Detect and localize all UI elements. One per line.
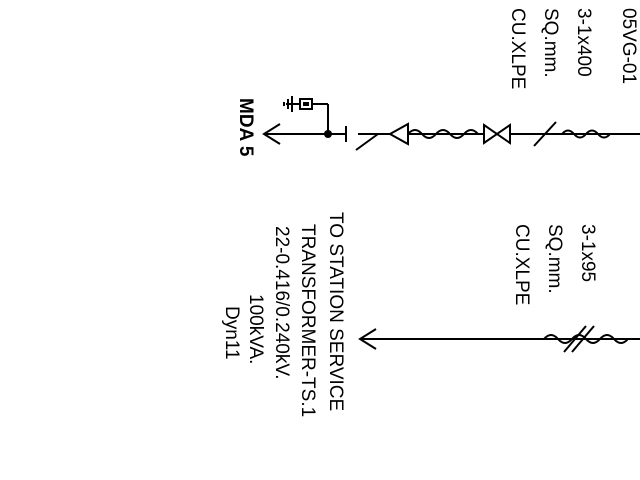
destination-line-5: Dyn11 <box>221 306 242 360</box>
destination-line-1: TO STATION SERVICE <box>325 212 346 411</box>
feeder-top-cable-line-2: SQ.mm. <box>540 8 561 78</box>
feeder-top: 05VG-01 3-1x400 SQ.mm. CU.XLPE <box>235 8 640 157</box>
cable-coil-icon-bottom <box>543 334 629 344</box>
feeder-bottom: 3-1x95 SQ.mm. CU.XLPE TO STATION SERVICE… <box>221 212 640 417</box>
cable-termination-icon <box>387 122 409 146</box>
cable-coil-icon <box>561 129 611 139</box>
disconnect-switch-icon <box>483 123 511 145</box>
destination-line-2: TRANSFORMER-TS.1 <box>297 224 318 417</box>
feeder-bottom-cable-line-2: SQ.mm. <box>544 224 565 294</box>
feeder-top-cutoff-label: 05VG-01 <box>618 8 639 84</box>
feeder-bottom-cable-line-1: 3-1x95 <box>577 224 598 282</box>
feeder-top-cable-line-1: 3-1x400 <box>573 8 594 77</box>
feeder-top-cable-line-3: CU.XLPE <box>507 8 528 89</box>
cable-slash-icon-bottom-2 <box>571 325 595 353</box>
destination-line-3: 22-0.416/0.240kV. <box>271 226 292 380</box>
feeder-bottom-cable-line-3: CU.XLPE <box>511 224 532 305</box>
cable-slash-icon-bottom <box>563 325 587 353</box>
breaker-contact-icon <box>355 133 379 151</box>
arrow-head-icon <box>262 123 281 145</box>
outgoing-label: MDA 5 <box>235 98 256 157</box>
cable-slash-icon <box>533 121 557 147</box>
destination-line-4: 100kVA. <box>245 294 266 364</box>
cable-coil-icon-2 <box>407 129 479 139</box>
arrow-head-icon-bottom <box>358 328 377 350</box>
surge-arrester-inner <box>303 102 309 106</box>
